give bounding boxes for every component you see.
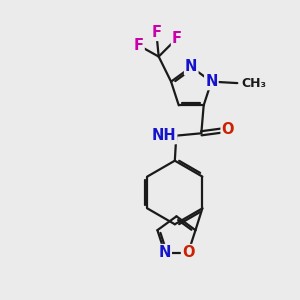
Text: F: F [134,38,144,53]
Text: N: N [158,245,171,260]
Text: O: O [182,245,194,260]
Text: F: F [151,25,161,40]
Text: N: N [185,59,197,74]
Text: F: F [172,31,182,46]
Text: N: N [205,74,218,89]
Text: CH₃: CH₃ [242,76,267,90]
Text: O: O [222,122,234,137]
Text: NH: NH [152,128,176,143]
